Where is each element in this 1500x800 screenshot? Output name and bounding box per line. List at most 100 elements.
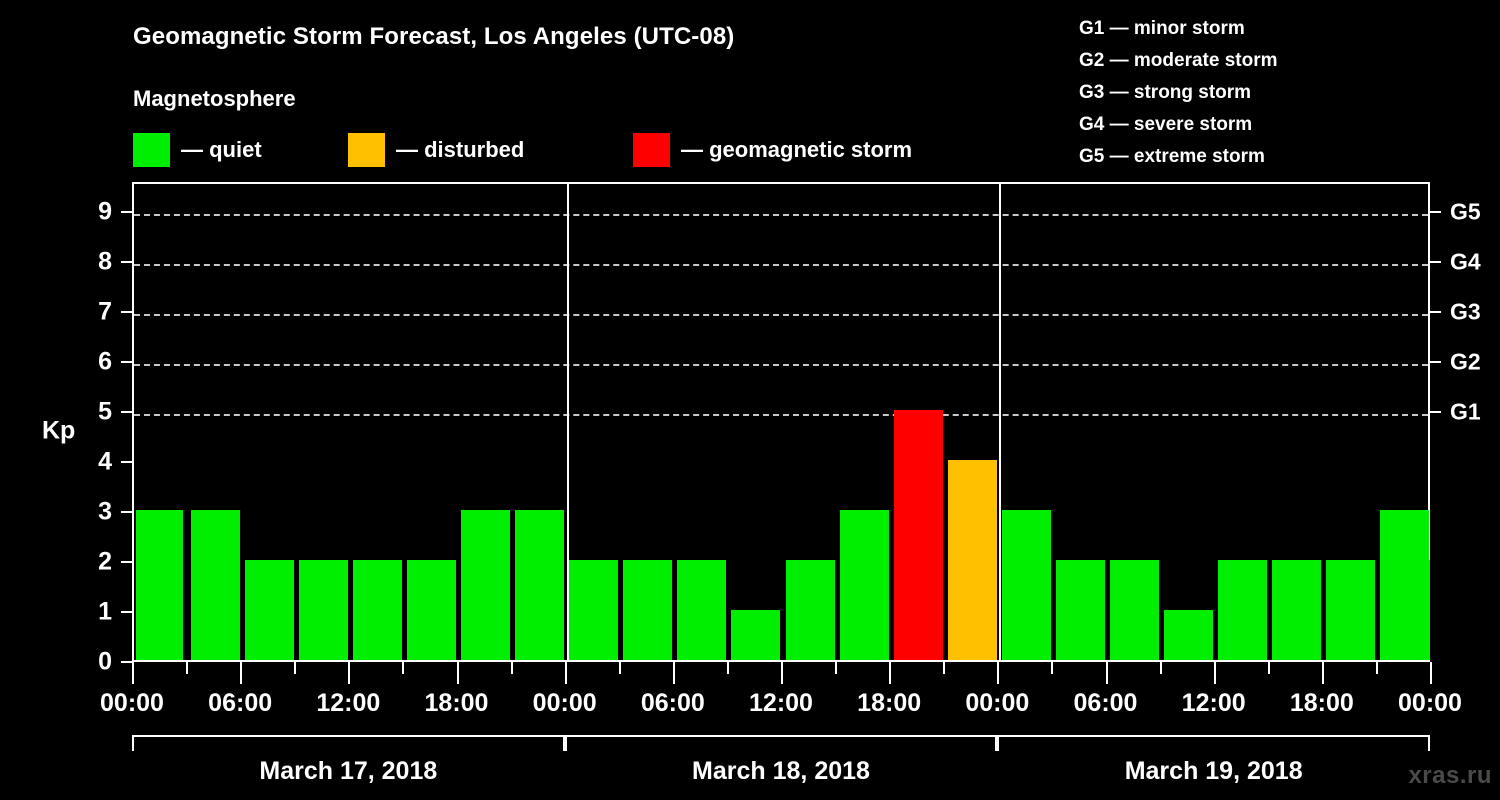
x-tick-13 (835, 662, 838, 674)
bar (352, 560, 402, 660)
g-scale-row-g1: G1 — minor storm (1079, 18, 1245, 39)
legend-label-quiet: — quiet (181, 137, 262, 162)
bar (893, 410, 943, 660)
x-tick-12 (781, 662, 783, 684)
bar (406, 560, 456, 660)
g-scale-row-g4: G4 — severe storm (1079, 114, 1253, 135)
gridline-kp-7 (134, 314, 1428, 316)
x-tick-10 (672, 662, 675, 684)
x-tick-label-3: 18:00 (424, 689, 489, 717)
legend-swatch-geomagnetic-storm (633, 133, 670, 167)
g-tick-g3 (1430, 311, 1441, 313)
x-tick-label-4: 00:00 (532, 689, 597, 717)
x-tick-23 (1375, 662, 1378, 674)
y-tick-label-9: 9 (98, 197, 112, 226)
x-tick-7 (510, 662, 513, 674)
y-tick-5 (121, 411, 132, 413)
gridline-kp-8 (134, 264, 1428, 266)
bar (1055, 560, 1105, 660)
y-tick-label-2: 2 (98, 547, 112, 576)
bar (1110, 560, 1160, 660)
legend-swatch-disturbed (348, 133, 385, 167)
g-scale-row-g5: G5 — extreme storm (1079, 146, 1265, 167)
g-tick-label-g5: G5 (1450, 198, 1481, 225)
y-tick-7 (121, 311, 132, 313)
x-tick-9 (618, 662, 621, 674)
legend-item-geomagnetic-storm: — geomagnetic storm (633, 133, 912, 167)
g-scale-row-g3: G3 — strong storm (1079, 82, 1252, 103)
bar (1218, 560, 1268, 660)
y-tick-label-6: 6 (98, 347, 112, 376)
g-tick-label-g2: G2 (1450, 348, 1481, 375)
bar-series (134, 184, 1430, 660)
magnetosphere-label: Magnetosphere (133, 86, 296, 111)
x-tick-24 (1430, 662, 1432, 684)
bar (1326, 560, 1376, 660)
x-tick-label-2: 12:00 (316, 689, 381, 717)
day-separator-1 (566, 184, 569, 660)
bar (1272, 560, 1322, 660)
y-tick-4 (121, 461, 132, 463)
x-tick-15 (943, 662, 946, 674)
bar (1164, 610, 1214, 660)
x-tick-2 (240, 662, 243, 684)
bar (677, 560, 727, 660)
bar (515, 510, 565, 660)
y-tick-3 (121, 511, 132, 513)
x-tick-label-7: 18:00 (857, 689, 922, 717)
y-tick-9 (121, 211, 132, 213)
date-label-2: March 19, 2018 (1124, 757, 1303, 785)
y-tick-1 (121, 611, 132, 613)
x-tick-4 (348, 662, 351, 684)
x-tick-3 (294, 662, 297, 674)
x-tick-label-5: 06:00 (640, 689, 705, 717)
bar (136, 510, 184, 660)
x-tick-8 (564, 662, 567, 684)
legend-label-geomagnetic-storm: — geomagnetic storm (681, 137, 913, 162)
date-bracket-1 (564, 735, 998, 751)
g-tick-g4 (1430, 261, 1441, 263)
x-tick-5 (402, 662, 405, 674)
x-tick-22 (1321, 662, 1324, 684)
date-label-1: March 18, 2018 (692, 757, 870, 785)
g-tick-g2 (1430, 361, 1441, 363)
x-tick-17 (1051, 662, 1054, 674)
legend-item-quiet: — quiet (133, 133, 262, 167)
plot-area (132, 182, 1430, 662)
gridline-kp-6 (134, 364, 1428, 366)
y-tick-label-8: 8 (98, 247, 112, 276)
g-tick-g5 (1430, 211, 1441, 213)
x-tick-label-9: 06:00 (1073, 689, 1138, 717)
y-tick-label-7: 7 (98, 297, 112, 326)
watermark: xras.ru (1408, 762, 1492, 789)
x-tick-11 (726, 662, 729, 674)
x-tick-0 (132, 662, 134, 684)
y-tick-label-3: 3 (98, 497, 112, 526)
x-tick-6 (456, 662, 459, 684)
g-tick-g1 (1430, 411, 1441, 413)
y-tick-0 (121, 661, 132, 663)
x-tick-21 (1267, 662, 1270, 674)
legend-item-disturbed: — disturbed (348, 133, 524, 167)
bar (623, 560, 673, 660)
x-tick-14 (889, 662, 892, 684)
g-tick-label-g3: G3 (1450, 298, 1481, 325)
x-tick-20 (1213, 662, 1216, 684)
y-tick-label-5: 5 (98, 397, 112, 426)
x-tick-1 (186, 662, 189, 674)
date-bracket-2 (997, 735, 1430, 751)
x-tick-label-6: 12:00 (749, 689, 813, 717)
bar (1404, 560, 1430, 660)
page-title: Geomagnetic Storm Forecast, Los Angeles … (133, 23, 735, 50)
x-tick-16 (997, 662, 1000, 684)
y-tick-8 (121, 261, 132, 263)
bar (947, 460, 997, 660)
g-tick-label-g1: G1 (1450, 398, 1481, 425)
y-tick-label-4: 4 (98, 447, 112, 476)
bar (569, 560, 619, 660)
x-tick-18 (1105, 662, 1108, 684)
y-tick-label-0: 0 (98, 647, 112, 676)
x-tick-19 (1159, 662, 1162, 674)
bar (190, 510, 240, 660)
